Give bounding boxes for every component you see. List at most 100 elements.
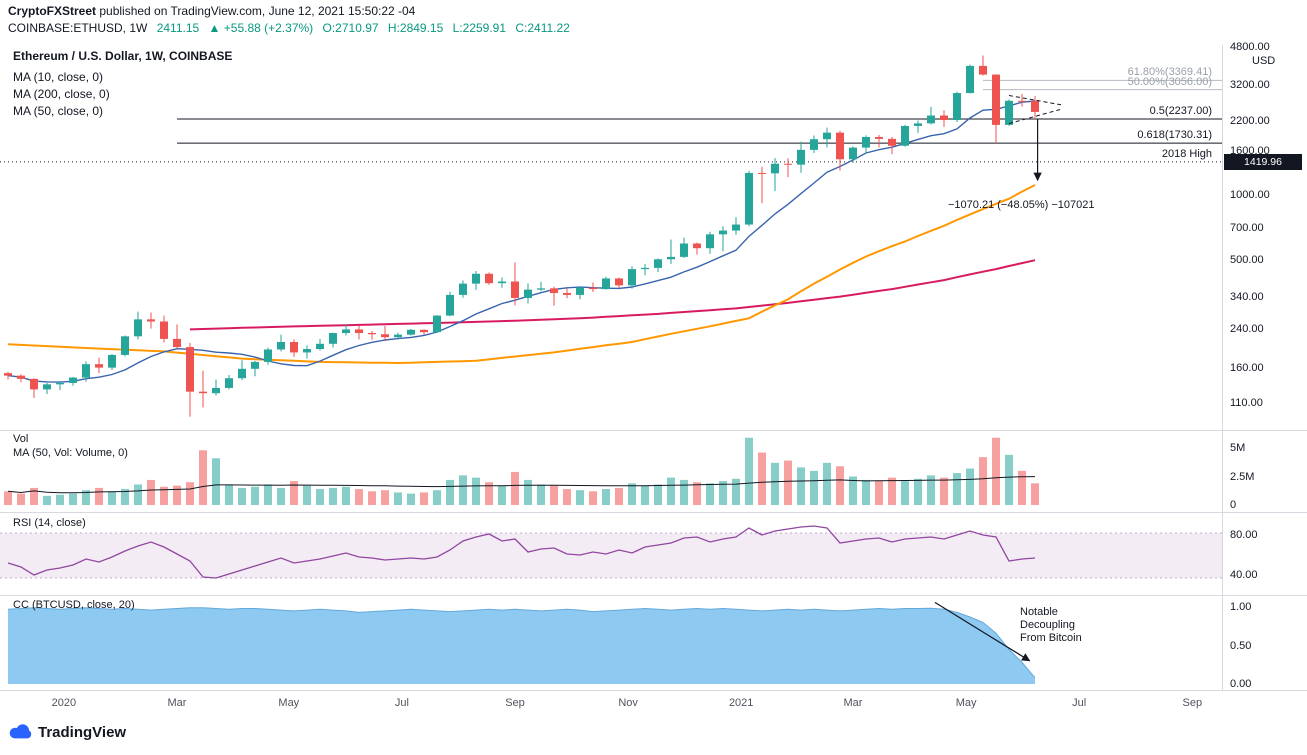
candle-body (992, 74, 1000, 125)
volume-bar (979, 457, 987, 505)
candle-body (1005, 100, 1013, 125)
volume-bar (30, 487, 38, 505)
decoupling-arrow (934, 601, 1031, 662)
time-tick-label: May (278, 697, 300, 709)
volume-bar (420, 492, 428, 505)
volume-bar (784, 460, 792, 505)
candle-body (160, 321, 168, 339)
volume-bar (485, 482, 493, 505)
price-change: ▲ +55.88 (+2.37%) (208, 21, 314, 35)
volume-bar (186, 482, 194, 505)
volume-bar (641, 485, 649, 505)
ohlc-open: O:2710.97 (322, 21, 379, 35)
candle-body (407, 329, 415, 335)
time-tick-label: Mar (167, 697, 187, 709)
volume-bar (121, 489, 129, 505)
volume-bar (1031, 483, 1039, 505)
ohlc-high: H:2849.15 (387, 21, 444, 35)
tradingview-logo-icon[interactable] (8, 722, 32, 742)
volume-bar (472, 477, 480, 505)
candle-body (69, 377, 77, 383)
candles-layer (4, 55, 1039, 417)
ma50-line (7, 184, 1036, 365)
volume-bar (368, 491, 376, 505)
legend-ma10: MA (10, close, 0) (13, 70, 104, 84)
candle-body (667, 256, 675, 260)
candle-body (563, 293, 571, 295)
candle-body (589, 287, 597, 290)
volume-bar (17, 493, 25, 505)
price-tick-label: 500.00 (1230, 254, 1264, 267)
cc-area (8, 607, 1035, 684)
candle-body (797, 149, 805, 165)
volume-bar (524, 479, 532, 505)
volume-bar (732, 478, 740, 505)
volume-bar (550, 485, 558, 505)
volume-bar (1018, 470, 1026, 505)
volume-bar (134, 484, 142, 505)
candle-body (732, 224, 740, 231)
candle-body (381, 334, 389, 338)
volume-bar (563, 489, 571, 505)
candle-body (862, 136, 870, 148)
symbol-header: COINBASE:ETHUSD, 1W 2411.15 ▲ +55.88 (+2… (8, 21, 576, 35)
candle-body (810, 139, 818, 150)
tradingview-brand[interactable]: TradingView (38, 723, 127, 741)
volume-bar (199, 450, 207, 505)
candle-body (199, 391, 207, 394)
volume-bar (602, 489, 610, 505)
volume-bar (108, 491, 116, 505)
volume-bar (693, 482, 701, 505)
fib-level-label: 0.5(2237.00) (1149, 104, 1212, 117)
ohlc-close: C:2411.22 (515, 21, 570, 35)
volume-bar (251, 486, 259, 505)
footer: TradingView (8, 722, 126, 742)
author-name: CryptoFXStreet (8, 4, 97, 18)
volume-bar (212, 458, 220, 505)
volume-bar (875, 481, 883, 505)
candle-body (342, 329, 350, 334)
candle-body (368, 333, 376, 335)
decoupling-line-2: Decoupling (1020, 619, 1076, 631)
legend-ma200: MA (200, close, 0) (13, 87, 110, 101)
candle-body (30, 378, 38, 390)
volume-bar (576, 490, 584, 505)
candle-body (329, 333, 337, 344)
legend-title: Ethereum / U.S. Dollar, 1W, COINBASE (13, 49, 233, 63)
candle-body (602, 278, 610, 290)
volume-bar (511, 471, 519, 505)
ma10-line (7, 100, 1036, 383)
volume-bar (95, 487, 103, 505)
rsi-band (0, 533, 1222, 578)
time-tick-label: 2021 (728, 697, 754, 709)
volume-bar (927, 475, 935, 505)
pennant-upper-line (1008, 94, 1062, 106)
volume-bar (225, 484, 233, 505)
volume-bar (498, 485, 506, 505)
candle-body (628, 269, 636, 286)
candle-body (225, 378, 233, 388)
fib-retracement-label: 50.00%(3056.00) (1127, 75, 1212, 88)
candle-body (147, 319, 155, 322)
price-tick-label: 110.00 (1230, 396, 1263, 409)
candle-body (576, 287, 584, 295)
time-tick-label: Jul (394, 697, 409, 709)
volume-bar (667, 477, 675, 505)
candle-body (966, 65, 974, 94)
candle-body (706, 234, 714, 249)
candle-body (459, 283, 467, 295)
time-tick-label: 2020 (51, 697, 77, 709)
volume-bar (966, 468, 974, 505)
candle-body (173, 338, 181, 348)
candle-body (56, 382, 64, 385)
volume-bar (43, 495, 51, 505)
fib-retracement-label: 61.80%(3369.41) (1127, 66, 1212, 79)
measured-move-label: −1070.21 (−48.05%) −107021 (948, 199, 1095, 211)
candle-body (914, 123, 922, 126)
volume-bar (381, 490, 389, 505)
last-price: 2411.15 (156, 21, 200, 35)
candle-body (134, 319, 142, 337)
candle-body (82, 364, 90, 378)
price-axis-unit: USD (1252, 55, 1276, 67)
candle-body (264, 349, 272, 362)
